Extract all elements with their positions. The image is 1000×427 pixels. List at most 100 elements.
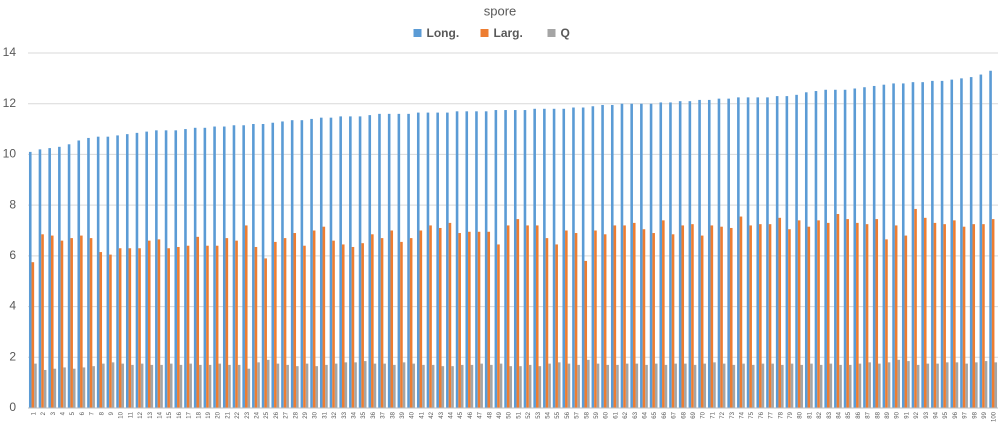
bar [426, 112, 430, 408]
x-tick-label: 85 [846, 411, 852, 418]
bar [179, 364, 183, 408]
bar [363, 361, 367, 408]
x-tick-label: 64 [643, 411, 649, 418]
x-tick-label: 39 [400, 411, 406, 418]
bar [632, 222, 636, 408]
bar [555, 244, 558, 408]
x-tick-label: 38 [390, 411, 396, 418]
bar [649, 103, 653, 408]
bar [383, 363, 386, 408]
x-tick-label: 1 [31, 411, 37, 415]
bar [885, 239, 888, 408]
bar [232, 125, 236, 409]
x-tick-label: 24 [255, 411, 261, 418]
bar [662, 220, 665, 408]
bar [742, 363, 745, 408]
bar [109, 254, 112, 408]
bar [354, 362, 357, 408]
x-tick-label: 86 [856, 411, 862, 418]
bar [962, 226, 966, 408]
bar [293, 233, 297, 408]
x-tick-label: 74 [740, 411, 746, 418]
bar [533, 108, 536, 409]
x-tick-label: 66 [662, 411, 668, 418]
bar [904, 235, 908, 408]
bar [567, 363, 571, 408]
bar [691, 224, 694, 408]
bar [203, 127, 207, 408]
bar [50, 235, 54, 408]
bar [235, 240, 238, 408]
bar [380, 238, 384, 408]
x-tick-label: 88 [875, 411, 881, 418]
bar [814, 91, 818, 409]
bar [901, 83, 905, 408]
legend-label: Larg. [494, 26, 523, 40]
bar [684, 363, 687, 408]
bar [781, 364, 784, 408]
bar [422, 364, 425, 408]
x-tick-label: 56 [565, 411, 571, 418]
bar [419, 230, 423, 408]
bar [446, 112, 449, 408]
bar [455, 111, 459, 409]
x-tick-label: 82 [817, 411, 823, 418]
x-tick-label: 63 [633, 411, 639, 418]
bar [916, 364, 920, 408]
legend-swatch [547, 29, 556, 37]
bar [296, 366, 299, 408]
x-tick-label: 87 [866, 411, 872, 418]
bar [125, 134, 129, 408]
bar [865, 224, 869, 408]
x-tick-label: 42 [429, 411, 435, 418]
bar [768, 224, 772, 408]
bar [965, 363, 968, 408]
x-tick-label: 61 [613, 411, 619, 418]
bar [82, 367, 86, 408]
x-tick-label: 58 [584, 411, 590, 418]
bar [465, 111, 469, 409]
bar [390, 230, 394, 408]
bar [121, 363, 125, 408]
bar [487, 231, 491, 408]
bar [710, 225, 714, 408]
bar [800, 364, 804, 408]
x-tick-label: 50 [507, 411, 513, 418]
bar [804, 92, 808, 408]
bar [477, 231, 481, 408]
x-tick-label: 72 [720, 411, 726, 418]
bar [322, 226, 326, 408]
x-tick-label: 91 [904, 411, 910, 418]
x-tick-label: 57 [575, 411, 581, 418]
bar [790, 363, 794, 408]
bar [923, 217, 927, 408]
bar [468, 231, 471, 408]
bar [640, 103, 643, 408]
bar [759, 224, 762, 408]
bar [875, 219, 879, 408]
x-tick-label: 32 [332, 411, 338, 418]
bar [601, 104, 604, 408]
bar [717, 98, 721, 409]
y-tick-label: 4 [9, 299, 16, 313]
bar [193, 127, 197, 408]
y-tick-label: 12 [3, 96, 17, 110]
bar [894, 225, 898, 408]
bar [300, 120, 304, 409]
bar [470, 364, 474, 408]
x-tick-label: 7 [90, 411, 96, 415]
bar [77, 140, 81, 408]
bar [834, 89, 837, 409]
bar [587, 359, 590, 408]
bar [169, 363, 173, 408]
bar [778, 217, 782, 408]
bar [497, 244, 500, 408]
x-tick-label: 4 [61, 411, 67, 415]
bar [858, 363, 862, 408]
bar [213, 126, 216, 409]
bar [945, 362, 949, 408]
bar [494, 110, 498, 408]
bar [332, 240, 335, 408]
x-tick-label: 13 [148, 411, 154, 418]
